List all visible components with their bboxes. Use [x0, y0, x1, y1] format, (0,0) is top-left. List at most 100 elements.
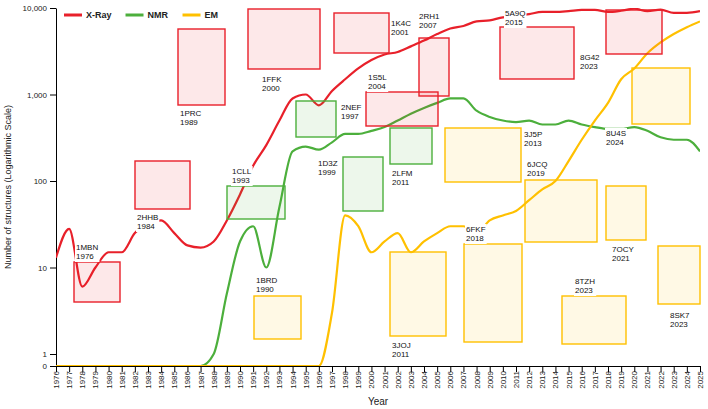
label-background [255, 275, 279, 295]
x-tick-label: 2001 [381, 370, 390, 388]
y-tick-label: 1 [43, 350, 48, 359]
x-tick-label: 1990 [236, 370, 245, 388]
x-tick-label: 1993 [275, 370, 284, 388]
y-tick-mark [50, 8, 56, 9]
x-tick: 2000 [367, 366, 376, 389]
x-tick-label: 1978 [78, 370, 87, 388]
structure-frame [658, 246, 700, 304]
x-tick: 2024 [683, 366, 692, 389]
structure-label: 6FKF2018 [465, 224, 487, 244]
y-tick: 10,000 [23, 4, 56, 13]
x-tick-label: 2024 [683, 370, 692, 388]
x-tick-label: 2022 [657, 370, 666, 388]
x-tick-label: 2014 [551, 370, 560, 388]
pdb-id: 2LFM [392, 169, 413, 178]
structure-label: 1BRD1990 [255, 275, 279, 295]
series-line [56, 98, 700, 366]
x-tick-label: 2025 [696, 370, 705, 388]
y-tick-mark [50, 95, 56, 96]
y-tick-mark [50, 181, 56, 182]
x-tick-label: 1991 [249, 370, 258, 388]
x-tick: 1987 [197, 366, 206, 389]
x-tick: 2025 [696, 366, 705, 389]
structure-frame [254, 296, 301, 339]
x-axis: 1976197719781979198019811982198319841985… [52, 366, 705, 389]
structure-label: 1PRC1989 [179, 108, 203, 128]
structure-images [74, 9, 700, 344]
x-tick-label: 2021 [643, 370, 652, 388]
x-tick-label: 2002 [394, 370, 403, 388]
structure-label: 1FFK2000 [261, 74, 283, 94]
x-tick: 1980 [105, 366, 114, 389]
x-tick: 1984 [157, 366, 166, 389]
x-tick-label: 1979 [91, 370, 100, 388]
pdb-id: 3J5P [524, 130, 542, 139]
pdb-id: 1MBN [76, 243, 98, 252]
plot-area [56, 9, 700, 366]
pdb-year: 2023 [580, 62, 598, 71]
structure-label: 1K4C2001 [390, 18, 412, 38]
structure-frame [366, 92, 438, 126]
x-tick-label: 2020 [630, 370, 639, 388]
label-background [579, 52, 601, 72]
x-tick: 1995 [302, 366, 311, 389]
x-tick-label: 2009 [486, 370, 495, 388]
x-tick: 1993 [275, 366, 284, 389]
x-tick: 1999 [354, 366, 363, 389]
structure-frame [296, 101, 336, 137]
x-tick: 2011 [512, 366, 521, 388]
label-background [669, 310, 691, 330]
x-tick-label: 1994 [289, 370, 298, 388]
x-tick-label: 1977 [65, 370, 74, 388]
label-background [390, 18, 412, 38]
structure-frame [178, 29, 225, 105]
x-tick-label: 2017 [591, 370, 600, 388]
pdb-year: 1990 [256, 285, 274, 294]
x-tick-label: 1999 [354, 370, 363, 388]
x-tick: 1976 [52, 366, 61, 389]
structure-frame [525, 180, 597, 242]
x-tick: 1982 [131, 366, 140, 389]
structure-label: 8U4S2024 [605, 128, 627, 148]
x-tick-label: 2018 [604, 370, 613, 388]
x-tick: 2017 [591, 366, 600, 389]
label-background [391, 340, 412, 360]
label-background [526, 159, 548, 179]
structure-label: 5A9Q2015 [504, 8, 526, 28]
x-tick-label: 1987 [197, 370, 206, 388]
structure-label: 2RH12007 [418, 11, 441, 31]
pdb-id: 2NEF [341, 103, 362, 112]
pdb-id: 2RH1 [419, 12, 440, 21]
pdb-id: 8SK7 [670, 311, 690, 320]
x-tick-label: 2006 [446, 370, 455, 388]
pdb-year: 1999 [318, 168, 336, 177]
x-tick-label: 1984 [157, 370, 166, 388]
pdb-id: 8U4S [606, 129, 626, 138]
structure-frame [562, 296, 626, 344]
label-background [367, 72, 388, 92]
y-tick: 100 [34, 177, 56, 186]
legend: X-RayNMREM [64, 10, 218, 20]
x-tick-label: 1986 [183, 370, 192, 388]
pdb-year: 2018 [466, 234, 484, 243]
x-tick: 2013 [538, 366, 547, 389]
label-background [179, 108, 203, 128]
pdb-year: 1976 [76, 252, 94, 261]
x-tick: 1996 [315, 366, 324, 389]
x-tick: 1988 [210, 366, 219, 389]
x-tick: 1978 [78, 366, 87, 389]
x-tick: 2014 [551, 366, 560, 389]
structure-frame [390, 128, 432, 164]
x-tick-label: 2000 [367, 370, 376, 388]
pdb-id: 7OCY [612, 245, 634, 254]
label-background [136, 212, 159, 232]
structure-frame [227, 186, 285, 219]
y-tick: 1 [43, 350, 56, 359]
structure-label: 1MBN1976 [75, 242, 99, 262]
x-tick-label: 1992 [262, 370, 271, 388]
x-tick: 1990 [236, 366, 245, 389]
pdb-id: 1BRD [256, 276, 278, 285]
x-tick-label: 1989 [223, 370, 232, 388]
y-tick-label: 10 [38, 264, 47, 273]
x-tick: 2012 [525, 366, 534, 389]
